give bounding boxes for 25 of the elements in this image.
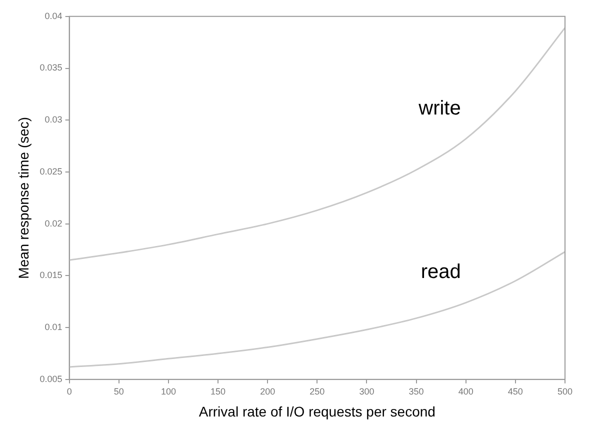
line-series — [69, 251, 565, 368]
x-tick-label: 50 — [114, 386, 124, 396]
series-label: write — [418, 97, 461, 120]
y-tick-label: 0.015 — [40, 270, 62, 280]
x-tick-label: 0 — [66, 386, 72, 396]
x-tick-label: 400 — [458, 386, 474, 396]
x-tick-label: 350 — [408, 386, 424, 396]
x-tick-label: 500 — [557, 386, 573, 396]
x-tick-label: 250 — [310, 386, 325, 396]
x-tick-label: 450 — [508, 386, 523, 396]
y-tick-label: 0.04 — [44, 10, 62, 21]
line-series — [69, 27, 565, 261]
y-tick-label: 0.02 — [44, 218, 62, 228]
x-tick-label: 100 — [160, 386, 176, 396]
x-tick-label: 200 — [260, 386, 276, 396]
y-tick-label: 0.03 — [44, 114, 62, 125]
x-axis-title: Arrival rate of I/O requests per second — [198, 403, 436, 420]
x-tick-label: 150 — [210, 386, 226, 396]
y-axis-title: Mean response time (sec) — [15, 116, 32, 279]
y-tick-label: 0.035 — [40, 62, 62, 73]
x-tick-label: 300 — [359, 386, 374, 396]
series-label: read — [420, 261, 461, 284]
y-tick-label: 0.01 — [44, 322, 62, 332]
y-tick-label: 0.005 — [40, 374, 62, 384]
y-tick-label: 0.025 — [40, 166, 62, 176]
